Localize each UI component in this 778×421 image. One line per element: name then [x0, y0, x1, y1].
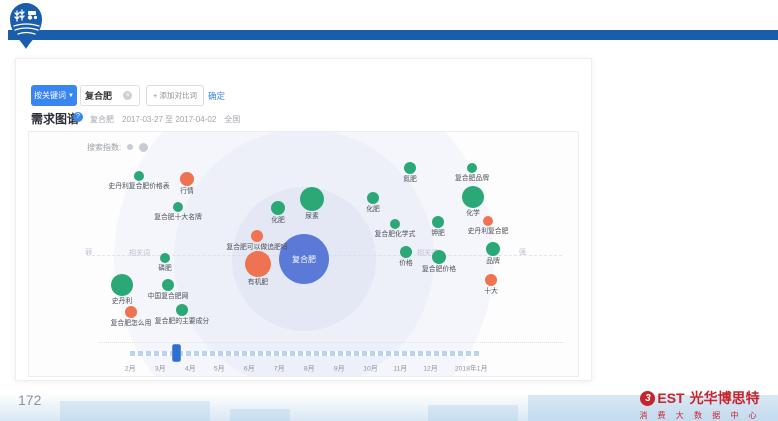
timeline-slider-handle[interactable] [172, 344, 181, 362]
keyword-mode-button[interactable]: 按关键词 ▼ [31, 85, 77, 106]
company-name-cn: 光华博思特 [689, 390, 760, 406]
demand-map-panel: 搜索指数: 搜索趋势 上升 下降 弱 相关词 相关词 强 复合肥史丹利复合肥价格… [28, 131, 579, 377]
city-silhouette [428, 405, 518, 421]
chart-bubble[interactable] [180, 172, 194, 186]
meta-region: 全国 [224, 115, 241, 124]
timeline-month-label: 2月 [124, 364, 136, 373]
best-logo-disc-icon: 3 [640, 390, 656, 406]
city-silhouette [230, 409, 290, 421]
timeline-month-label: 7月 [273, 364, 285, 373]
timeline-slider-track[interactable] [130, 351, 482, 356]
center-keyword-label: 复合肥 [292, 254, 316, 264]
page-number: 172 [18, 392, 42, 408]
keyword-input-wrap: × [80, 85, 140, 106]
timeline-month-label: 2018年1月 [454, 364, 488, 373]
chart-bubble[interactable] [300, 187, 324, 211]
chart-bubble[interactable] [400, 246, 412, 258]
baidu-index-card: 按关键词 ▼ × + 添加对比词 确定 需求图谱 ? 复合肥 2017-03-2… [15, 58, 592, 381]
meta-keyword: 复合肥 [90, 115, 114, 124]
clear-input-icon[interactable]: × [123, 91, 132, 100]
section-meta: 复合肥 2017-03-27 至 2017-04-02 全国 [90, 114, 240, 125]
chart-bubble[interactable] [404, 162, 416, 174]
timeline-month-label: 4月 [184, 364, 196, 373]
chart-bubble[interactable] [173, 202, 183, 212]
chart-bubble[interactable] [483, 216, 493, 226]
chart-bubble[interactable] [432, 250, 446, 264]
company-logo: 3 EST 光华博思特 消 费 大 数 据 中 心 [634, 388, 766, 421]
chart-bubble[interactable]: 复合肥 [279, 234, 329, 284]
timeline-month-label: 5月 [214, 364, 225, 373]
city-silhouette [60, 401, 210, 421]
chart-bubble[interactable] [390, 219, 400, 229]
top-brand-bar [8, 30, 778, 40]
chart-bubble[interactable] [251, 230, 263, 242]
company-subtitle-cn: 消 费 大 数 据 中 心 [639, 411, 761, 420]
chart-bubble[interactable] [162, 279, 174, 291]
timeline-months: 2月 3月 4月 5月 6月 7月 8月 9月 10月 11月 12月 2018年1月 [29, 363, 578, 375]
timeline-month-label: 12月 [423, 364, 438, 373]
chart-bubble[interactable] [462, 186, 484, 208]
timeline-month-label: 8月 [303, 364, 315, 373]
chart-bubble[interactable] [486, 242, 500, 256]
chart-bubble[interactable] [125, 306, 137, 318]
timeline-month-label: 3月 [154, 364, 166, 373]
agriculture-pin-logo [10, 3, 42, 49]
best-logo-word: EST [657, 390, 685, 406]
chevron-down-icon: ▼ [68, 92, 74, 99]
axis-related-left-label: 相关词 [129, 250, 150, 257]
size-dot-medium-icon [139, 142, 149, 152]
chart-bubble[interactable] [367, 192, 379, 204]
timeline-month-label: 11月 [393, 364, 408, 373]
chart-bubble[interactable] [271, 201, 285, 215]
timeline-separator [99, 342, 565, 343]
legend-size-label: 搜索指数: [87, 142, 122, 152]
confirm-link[interactable]: 确定 [208, 91, 226, 101]
keyword-mode-label: 按关键词 [34, 91, 67, 100]
chart-bubble[interactable] [432, 216, 444, 228]
chart-bubble[interactable] [176, 304, 188, 316]
axis-related-right-label: 相关词 [417, 250, 438, 257]
axis-strong-label: 强 [519, 249, 526, 256]
add-compare-button[interactable]: + 添加对比词 [146, 85, 204, 106]
timeline-month-label: 10月 [363, 364, 379, 373]
keyword-input[interactable] [85, 90, 123, 101]
chart-bubble[interactable] [111, 274, 133, 296]
meta-date-range: 2017-03-27 至 2017-04-02 [122, 115, 217, 124]
chart-bubble[interactable] [245, 251, 271, 277]
chart-bubble[interactable] [467, 163, 477, 173]
section-title: 需求图谱 [31, 112, 80, 126]
timeline-month-label: 9月 [333, 364, 345, 373]
axis-weak-label: 弱 [85, 249, 92, 256]
chart-bubble[interactable] [485, 274, 497, 286]
chart-bubble[interactable] [160, 253, 170, 263]
timeline-month-label: 6月 [244, 364, 255, 373]
help-icon[interactable]: ? [73, 112, 83, 122]
size-dot-small-icon [127, 144, 134, 150]
chart-bubble[interactable] [134, 171, 144, 181]
